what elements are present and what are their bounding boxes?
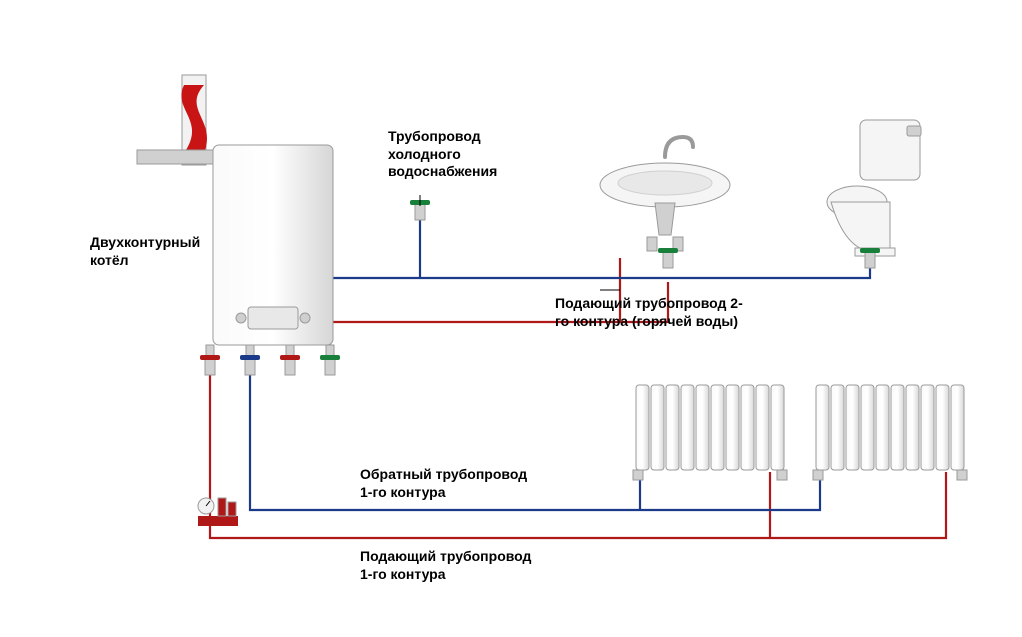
toilet-icon <box>827 120 921 256</box>
valve-icon <box>200 355 220 375</box>
diagram-canvas <box>0 0 1022 637</box>
valve-icon <box>658 248 678 268</box>
pump-group-icon <box>198 498 238 526</box>
label-supply-1: Подающий трубопровод 1-го контура <box>360 548 531 583</box>
pipe-cold-water <box>330 210 870 372</box>
flue-icon <box>137 75 217 165</box>
label-return-1: Обратный трубопровод 1-го контура <box>360 466 527 501</box>
label-boiler: Двухконтурный котёл <box>90 234 200 269</box>
radiator-2-icon <box>813 385 967 480</box>
label-hot-supply-2: Подающий трубопровод 2- го контура (горя… <box>555 295 743 330</box>
label-cold-supply: Трубопровод холодного водоснабжения <box>388 128 497 181</box>
radiator-1-icon <box>633 385 787 480</box>
valve-icon <box>240 355 260 375</box>
boiler-icon <box>206 145 334 359</box>
sink-icon <box>600 137 730 251</box>
valve-icon <box>280 355 300 375</box>
valve-icon <box>860 248 880 268</box>
valve-icon <box>320 355 340 375</box>
